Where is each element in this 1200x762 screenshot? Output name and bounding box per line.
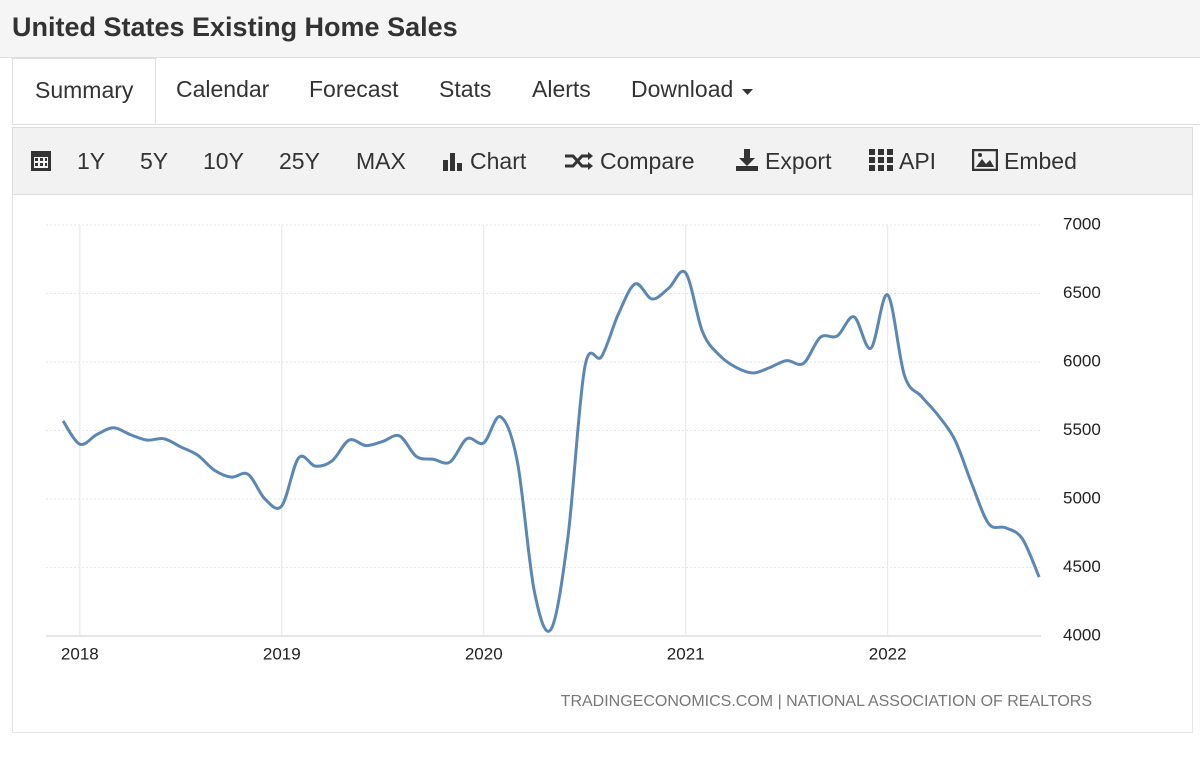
x-tick-label: 2022	[869, 644, 907, 663]
calendar-icon[interactable]	[30, 148, 52, 172]
toolbar-item[interactable]: MAX	[356, 148, 406, 175]
caret	[742, 89, 754, 95]
toolbar-label: 25Y	[279, 148, 320, 174]
y-tick-label: 4000	[1063, 625, 1101, 644]
toolbar-item[interactable]: 1Y	[77, 148, 105, 175]
toolbar-label: API	[899, 148, 937, 174]
tab[interactable]: Download	[631, 76, 755, 103]
x-tick-label: 2018	[61, 644, 99, 663]
toolbar-item[interactable]: 10Y	[203, 148, 244, 175]
tab-label: Forecast	[309, 76, 399, 102]
toolbar-label: Compare	[600, 148, 695, 174]
header: United States Existing Home Sales	[0, 0, 1200, 58]
tab[interactable]: Alerts	[532, 76, 591, 103]
api-icon	[869, 149, 893, 171]
toolbar-label: 10Y	[203, 148, 244, 174]
toolbar-label: Embed	[1004, 148, 1077, 174]
chart: TRADINGECONOMICS.COM | NATIONAL ASSOCIAT…	[46, 214, 1101, 710]
embed-icon	[971, 148, 999, 172]
tab-label: Summary	[35, 77, 134, 103]
toolbar-item[interactable]: Embed	[971, 148, 1077, 177]
x-tick-label: 2019	[263, 644, 301, 663]
tab[interactable]: Forecast	[309, 76, 398, 103]
toolbar-label: MAX	[356, 148, 406, 174]
toolbar-item[interactable]: Compare	[564, 148, 695, 177]
tab[interactable]: Summary	[12, 58, 157, 124]
data-line	[61, 269, 1041, 633]
y-tick-label: 6000	[1063, 351, 1101, 370]
tab[interactable]: Stats	[439, 76, 491, 103]
tab-label: Alerts	[532, 76, 591, 102]
tab[interactable]: Calendar	[176, 76, 269, 103]
toolbar-label: 1Y	[77, 148, 106, 174]
tab-label: Calendar	[176, 76, 270, 102]
chart-panel	[12, 195, 1193, 733]
toolbar-item[interactable]: API	[869, 148, 936, 177]
chart-icon	[443, 153, 462, 171]
toolbar-item[interactable]: Export	[735, 148, 831, 177]
toolbar-label: Export	[765, 148, 832, 174]
toolbar-label: 5Y	[140, 148, 169, 174]
export-icon	[736, 149, 758, 171]
tab-bar: Summary Calendar Forecast Stats Alerts Downlo…	[12, 58, 1200, 125]
y-tick-label: 4500	[1063, 557, 1101, 576]
toolbar-item[interactable]: Chart	[442, 148, 526, 177]
y-tick-label: 6500	[1063, 283, 1101, 302]
y-tick-label: 5500	[1063, 420, 1101, 439]
tab-label: Download	[631, 76, 734, 102]
compare-icon	[565, 152, 593, 170]
page-title: United States Existing Home Sales	[12, 12, 458, 42]
x-tick-label: 2021	[667, 644, 705, 663]
y-tick-label: 7000	[1063, 214, 1101, 233]
toolbar-item[interactable]: 5Y	[140, 148, 168, 175]
toolbar-item[interactable]: 25Y	[279, 148, 320, 175]
x-tick-label: 2020	[465, 644, 503, 663]
toolbar-label: Chart	[470, 148, 527, 174]
y-tick-label: 5000	[1063, 488, 1101, 507]
toolbar: 1Y 5Y 10Y 25Y MAX Chart Compare Export API Embed	[12, 127, 1193, 195]
source: TRADINGECONOMICS.COM | NATIONAL ASSOCIAT…	[561, 693, 1092, 710]
tab-label: Stats	[439, 76, 492, 102]
